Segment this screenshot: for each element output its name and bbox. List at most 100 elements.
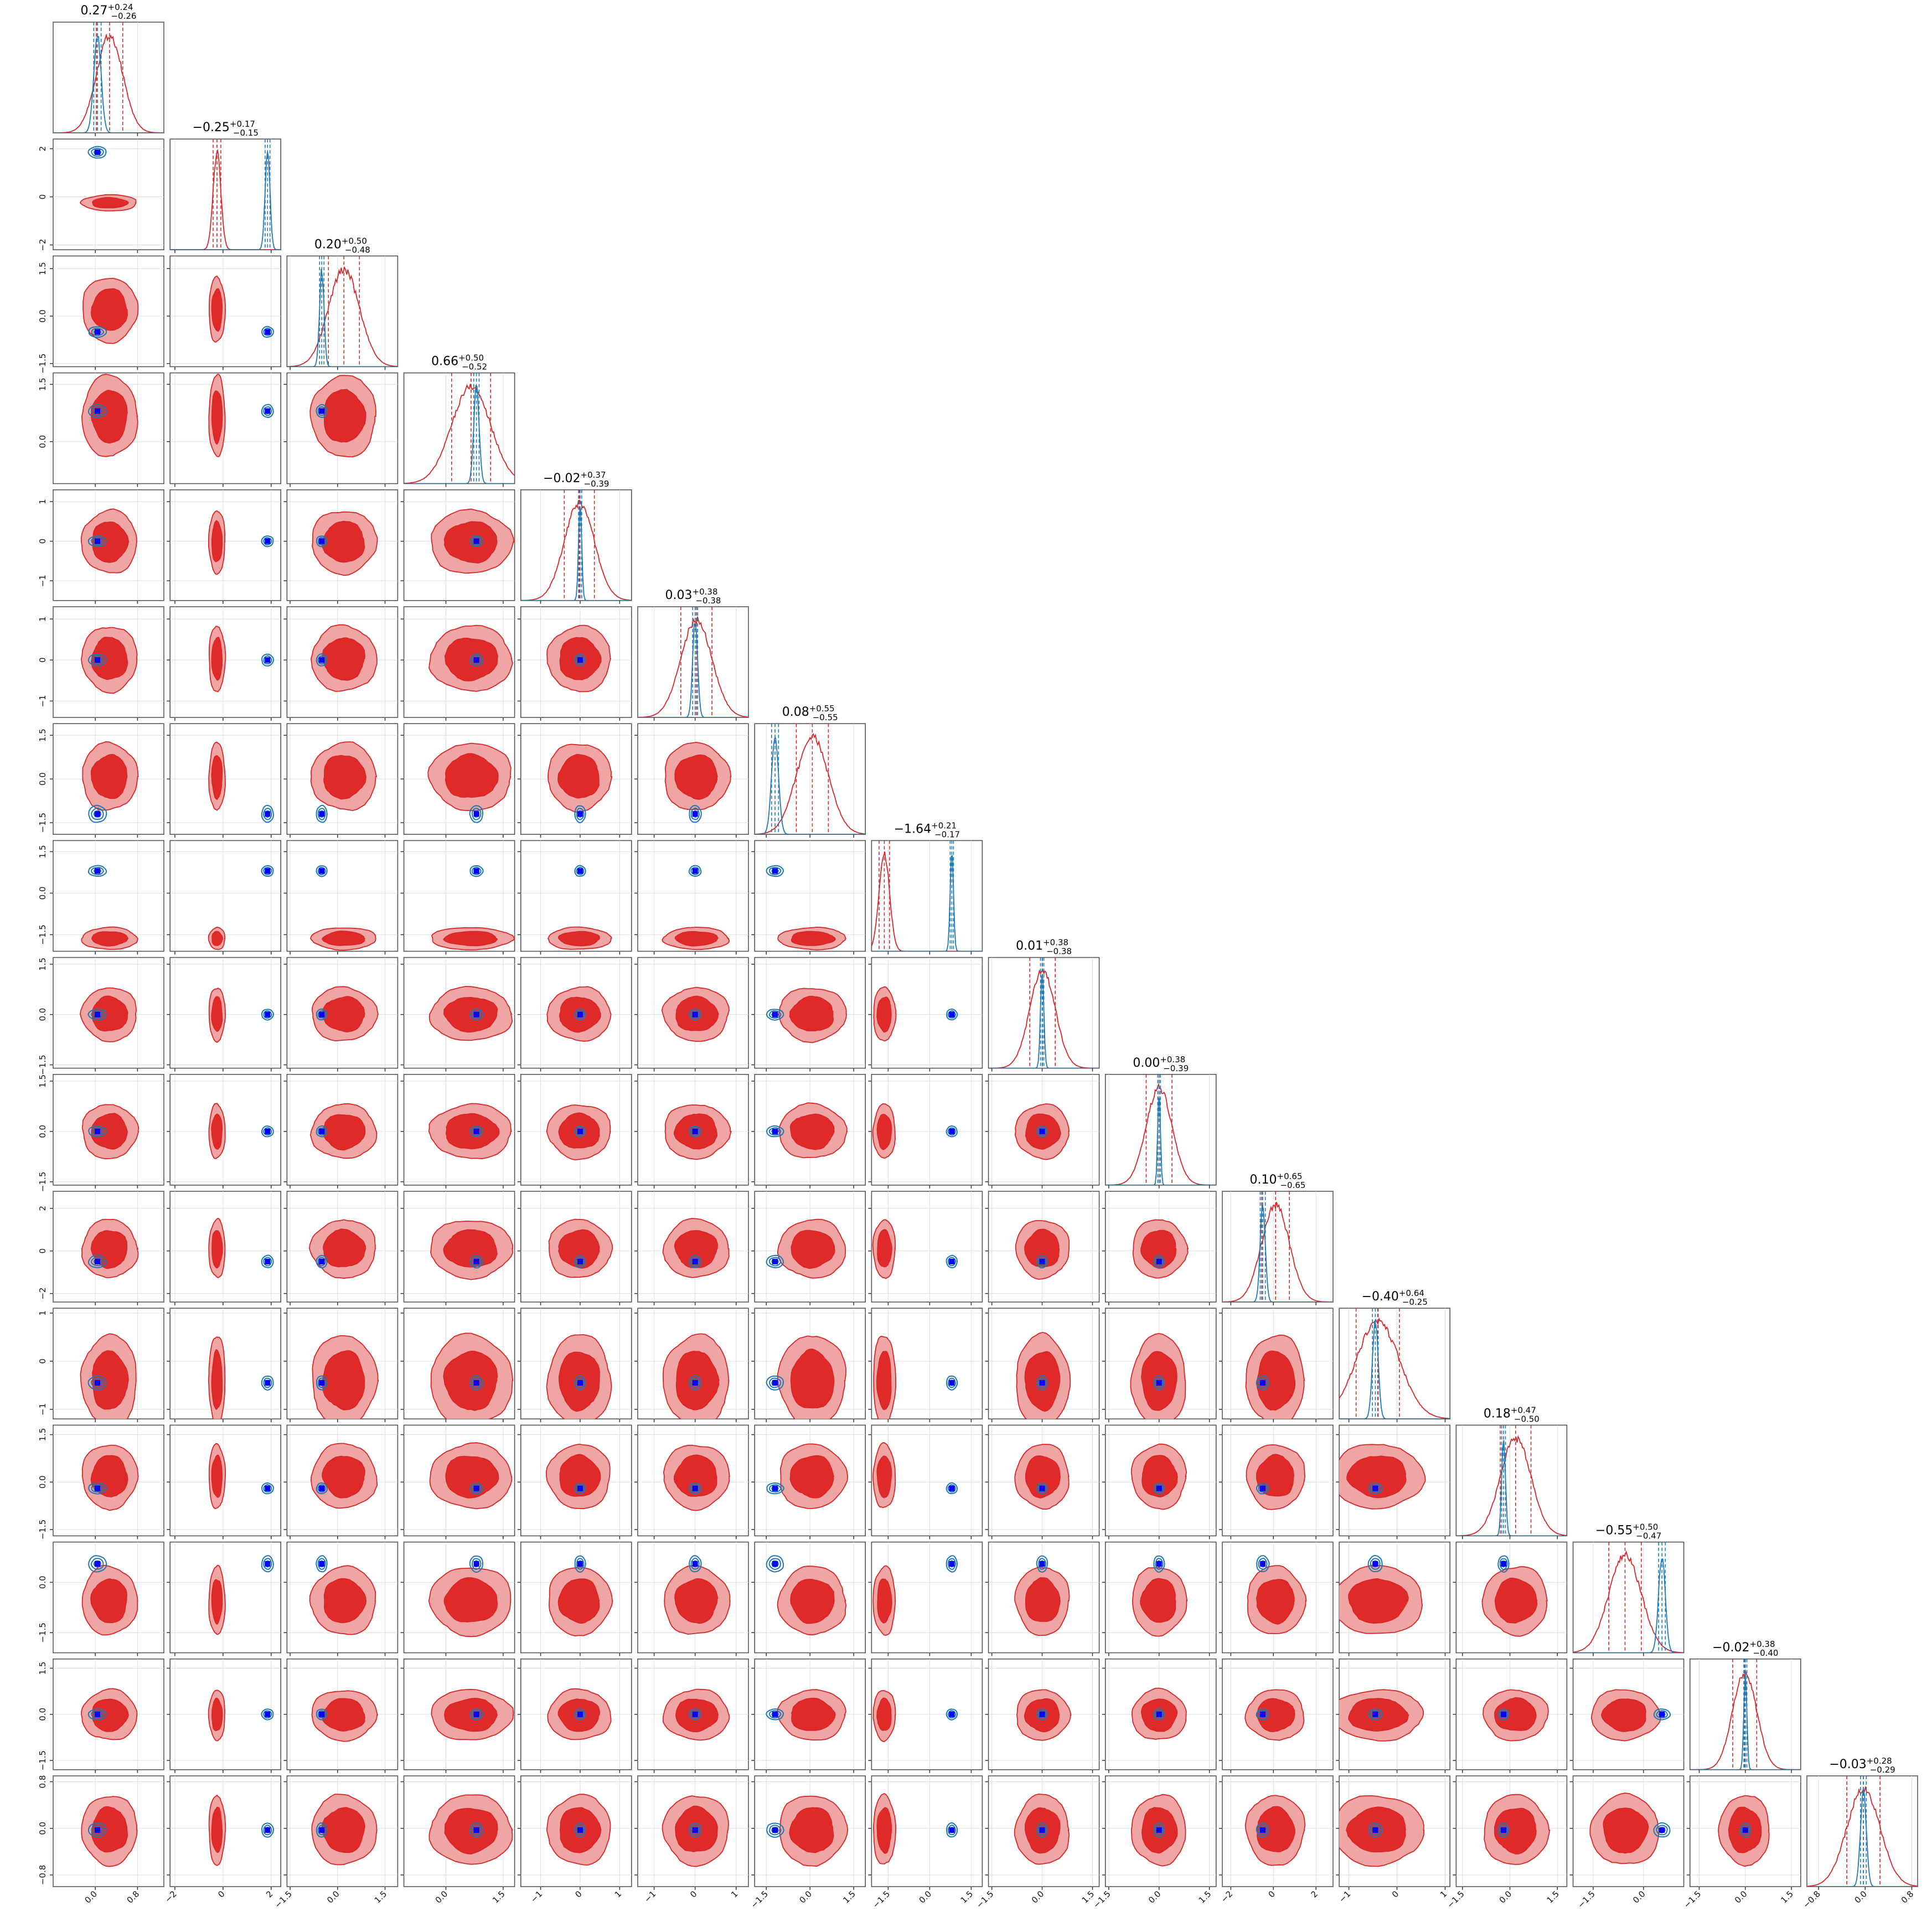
- contour-b-inner: [789, 1807, 834, 1853]
- contour-a: [689, 1555, 702, 1573]
- contour-panel-9-2: [283, 1074, 399, 1189]
- truth-marker: [473, 538, 479, 544]
- contour-panel-13-9: [1102, 1541, 1217, 1656]
- contour-a: [766, 1555, 784, 1573]
- contour-a: [471, 1825, 482, 1836]
- contour-panel-9-0: −1.5 0.0 1.5: [38, 1074, 164, 1192]
- contour-a: [576, 1127, 585, 1136]
- y-tick-label: −1.5: [38, 1750, 48, 1770]
- contour-a: [471, 1484, 482, 1493]
- contour-a: [1367, 1822, 1383, 1838]
- contour-a: [316, 804, 328, 823]
- contour-b-inner: [91, 931, 129, 947]
- contour-a: [947, 1484, 956, 1492]
- contour-panel-13-4: [517, 1541, 632, 1656]
- contour-b-inner: [322, 931, 366, 946]
- contour-b-inner: [211, 390, 223, 445]
- contour-a: [768, 1257, 782, 1267]
- contour-a: [87, 146, 107, 159]
- contour-a: [91, 807, 104, 820]
- contour-panel-5-0: −1 0 1: [38, 606, 164, 721]
- truth-marker: [692, 811, 698, 817]
- contour-a: [948, 1257, 957, 1267]
- contour-b-inner: [674, 1230, 718, 1268]
- contour-panel-7-1: [167, 840, 282, 955]
- contour-panel-12-9: [1102, 1424, 1217, 1540]
- truth-marker: [319, 657, 325, 663]
- contour-a: [469, 1255, 484, 1269]
- panel-frame: [169, 372, 282, 484]
- panel-title: 0.18+0.47 −0.50: [1484, 1405, 1540, 1424]
- contour-a: [87, 1822, 107, 1838]
- contour-a: [87, 654, 107, 667]
- contour-a: [1155, 1825, 1164, 1836]
- contour-panel-15-2: −1.5 0.0 1.5: [272, 1775, 399, 1910]
- contour-a: [1155, 1377, 1164, 1388]
- contour-b-inner: [557, 931, 601, 947]
- contour-panel-13-6: [751, 1541, 866, 1656]
- x-tick-label: 2: [264, 1889, 275, 1899]
- panel-title: −0.25+0.17 −0.15: [193, 119, 259, 138]
- contour-a: [1370, 1558, 1381, 1570]
- truth-marker: [1156, 1485, 1162, 1491]
- histogram-panel-15: −0.03+0.28 −0.29 −0.8 0.0 0.8: [1801, 1756, 1918, 1910]
- truth-marker: [265, 1827, 271, 1833]
- contour-b-inner: [444, 1807, 498, 1854]
- histogram-b: [1222, 1202, 1333, 1302]
- contour-panel-13-5: [634, 1541, 749, 1656]
- y-tick-label: 1.5: [38, 262, 48, 275]
- x-tick-label: 0.0: [917, 1889, 934, 1905]
- contour-a: [766, 1125, 784, 1138]
- histogram-panel-0: 0.27+0.24 −0.26: [53, 2, 164, 136]
- contour-panel-4-3: [400, 489, 515, 604]
- contour-a: [317, 1010, 326, 1019]
- contour-b-inner: [323, 755, 367, 800]
- contour-panel-14-6: [751, 1659, 866, 1773]
- panel-title: 0.08+0.55 −0.55: [782, 704, 838, 722]
- y-tick-label: 1: [38, 616, 48, 622]
- contour-a: [1036, 1375, 1048, 1391]
- contour-a: [766, 1482, 784, 1495]
- x-tick-label: −1.5: [1682, 1889, 1703, 1910]
- contour-a: [91, 1010, 105, 1019]
- truth-marker: [473, 1561, 479, 1567]
- truth-marker: [1039, 1827, 1045, 1833]
- contour-a: [1153, 1822, 1165, 1838]
- contour-a: [576, 1010, 585, 1019]
- contour-a: [471, 536, 482, 545]
- contour-a: [1370, 1484, 1381, 1493]
- contour-a: [574, 1482, 586, 1495]
- contour-panel-7-6: [751, 840, 866, 955]
- x-tick-label: 0.8: [125, 1889, 142, 1905]
- histogram-panel-12: 0.18+0.47 −0.50: [1455, 1405, 1568, 1540]
- contour-a: [690, 1484, 700, 1493]
- contour-a: [1256, 1708, 1269, 1721]
- contour-b-inner: [790, 1578, 835, 1624]
- contour-a: [316, 865, 328, 877]
- contour-b-inner: [877, 1229, 892, 1268]
- contour-b-inner: [876, 1697, 892, 1731]
- contour-a: [1258, 1825, 1268, 1836]
- contour-a: [947, 1127, 956, 1136]
- contour-panel-10-4: [517, 1191, 632, 1305]
- x-tick-label: 1: [613, 1889, 623, 1899]
- contour-b-inner: [1140, 1578, 1176, 1623]
- contour-a: [574, 1708, 586, 1721]
- histogram-a: [170, 151, 281, 250]
- contour-b-inner: [791, 931, 836, 946]
- contour-a: [91, 1825, 105, 1836]
- truth-marker: [95, 868, 100, 874]
- contour-b-inner: [559, 1454, 601, 1497]
- y-tick-label: 0.0: [38, 772, 48, 786]
- contour-a: [1256, 1375, 1270, 1391]
- contour-a: [574, 1125, 586, 1138]
- contour-panel-8-4: [517, 957, 632, 1072]
- histogram-b: [53, 33, 164, 133]
- contour-panel-14-10: [1219, 1659, 1334, 1773]
- contour-b-inner: [443, 1229, 498, 1268]
- truth-marker: [949, 1128, 955, 1134]
- contour-a: [88, 1555, 107, 1573]
- histogram-panel-14: −0.02+0.38 −0.40: [1690, 1639, 1801, 1773]
- contour-b-inner: [876, 1351, 892, 1411]
